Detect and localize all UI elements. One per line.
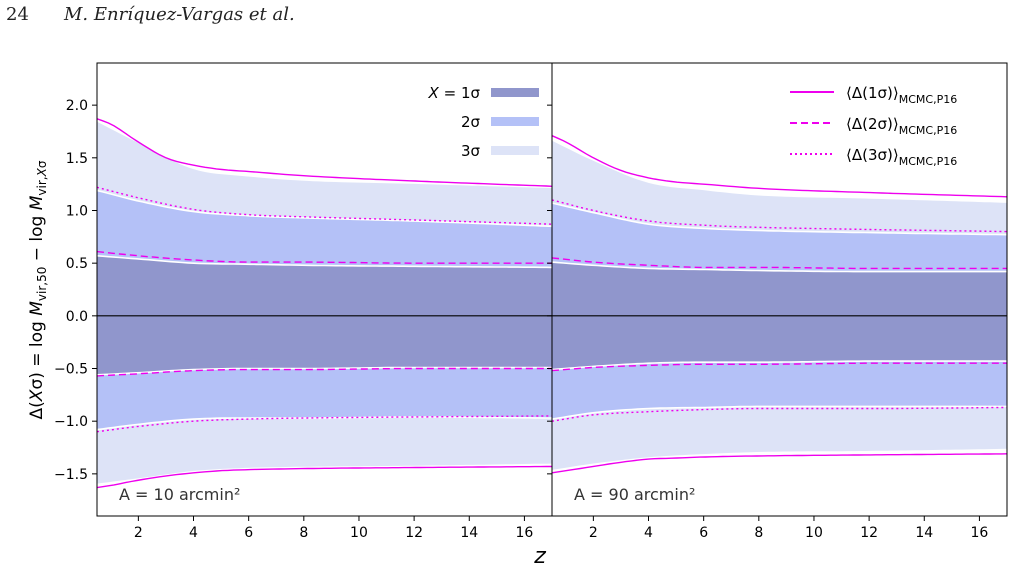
x-tick-label: 8 [299,525,308,541]
band-legend-sigma: 3σ [461,142,481,160]
band-legend-sigma: 2σ [461,113,481,131]
x-axis-label: z [533,544,546,569]
x-tick-label: 6 [244,525,253,541]
line-legend-label: ⟨Δ(1σ)⟩MCMC,P16 [846,84,957,106]
ref-line-3sigma-upper [97,186,552,225]
ref-line-3sigma-lower [97,415,552,433]
y-label-part: σ) = log [27,316,47,390]
y-label-part: − log [27,210,47,266]
y-label-part: M [27,301,47,316]
line-legend-sub: MCMC,P16 [899,93,957,106]
band-edge-2sigma-upper [552,202,1007,236]
band-legend-swatch [491,146,539,155]
x-tick-label: 16 [971,525,989,541]
line-legend-label: ⟨Δ(3σ)⟩MCMC,P16 [846,146,957,168]
ref-line-2sigma-upper [97,250,552,264]
x-tick-label: 14 [915,525,933,541]
band-legend-prefix: = [439,84,461,102]
x-tick-label: 10 [350,525,368,541]
y-label-part: M [27,195,47,210]
y-label-sub: σ [35,160,49,168]
y-label-sub: vir, [35,176,49,195]
band-edge-1sigma-upper [552,261,1007,273]
page-number: 24 [6,4,29,25]
band-edge-1sigma-upper [97,255,552,269]
x-tick-label: 4 [644,525,653,541]
y-label-part: X [27,389,47,402]
ref-line-1sigma-upper [97,118,552,187]
line-legend: ⟨Δ(1σ)⟩MCMC,P16⟨Δ(2σ)⟩MCMC,P16⟨Δ(3σ)⟩MCM… [790,84,957,168]
page-header: 24 M. Enríquez-Vargas et al. [0,0,1014,40]
ref-line-2sigma-lower [552,362,1007,372]
x-tick-label: 10 [805,525,823,541]
x-tick-label: 2 [589,525,598,541]
ref-line-2sigma-upper [552,257,1007,270]
panel-frame [551,62,1008,517]
band-edge-3sigma-upper [552,139,1007,203]
plot-area [552,135,1007,474]
ref-line-3sigma-lower [552,406,1007,422]
x-tick-label: 4 [189,525,198,541]
line-legend-label: ⟨Δ(2σ)⟩MCMC,P16 [846,115,957,137]
ref-line-3sigma-upper [552,199,1007,233]
panel-2: 2 4 6 8 10 12 14 16 A = 90 arcmin² [547,62,1008,541]
panel-annotation: A = 10 arcmin² [119,485,240,504]
panel-1: 2 4 6 8 10 12 14 16 −1.5 −1.0 −0.5 0.0 0.5 1.0 1.5 2.0 A… [54,62,553,541]
band-edge-2sigma-upper [97,189,552,228]
y-tick-label: 2.0 [66,98,88,114]
y-axis-label: Δ(Xσ) = log Mvir,50 − log Mvir,Xσ [27,160,49,419]
x-tick-label: 12 [860,525,878,541]
line-legend-main: ⟨Δ(2σ)⟩ [846,115,899,133]
band-legend-sigma: 1σ [461,84,481,102]
ref-line-1sigma-lower [552,453,1007,474]
x-tick-label: 14 [460,525,478,541]
band-edge-2sigma-lower [552,405,1007,420]
x-tick-label: 6 [699,525,708,541]
line-legend-sub: MCMC,P16 [899,124,957,137]
band-legend-swatch [491,88,539,97]
band-legend-swatch [491,117,539,126]
band-legend-prefix-x: X [428,84,440,102]
y-label-sub: vir,50 [35,267,49,301]
x-tick-label: 2 [134,525,143,541]
ref-line-2sigma-lower [97,367,552,377]
line-legend-sub: MCMC,P16 [899,155,957,168]
band-edge-3sigma-lower [552,448,1007,472]
y-tick-label: 1.5 [66,151,88,167]
y-tick-label: −1.0 [54,414,88,430]
y-tick-label: −1.5 [54,467,88,483]
x-tick-label: 16 [516,525,534,541]
line-legend-main: ⟨Δ(3σ)⟩ [846,146,899,164]
band-legend-label: X = 1σ [428,84,481,102]
band-legend: X = 1σ 2σ 3σ [428,84,539,160]
x-tick-label: 12 [405,525,423,541]
y-tick-label: 0.0 [66,309,88,325]
y-tick-label: 1.0 [66,203,88,219]
panel-annotation: A = 90 arcmin² [574,485,695,504]
band-edge-2sigma-lower [97,416,552,431]
x-tick-label: 8 [754,525,763,541]
plot-area [97,118,552,489]
band-edge-1sigma-lower [97,366,552,376]
ref-line-1sigma-lower [97,465,552,489]
y-tick-label: 0.5 [66,256,88,272]
ref-line-1sigma-upper [552,135,1007,198]
y-label-sub: X [35,167,49,177]
band-legend-label: 2σ [461,113,481,131]
line-legend-main: ⟨Δ(1σ)⟩ [846,84,899,102]
band-edge-1sigma-lower [552,360,1007,371]
y-tick-label: −0.5 [54,362,88,378]
band-edge-3sigma-lower [97,463,552,486]
y-label-part: Δ( [27,401,47,419]
running-title: M. Enríquez-Vargas et al. [64,4,295,25]
band-legend-label: 3σ [461,142,481,160]
